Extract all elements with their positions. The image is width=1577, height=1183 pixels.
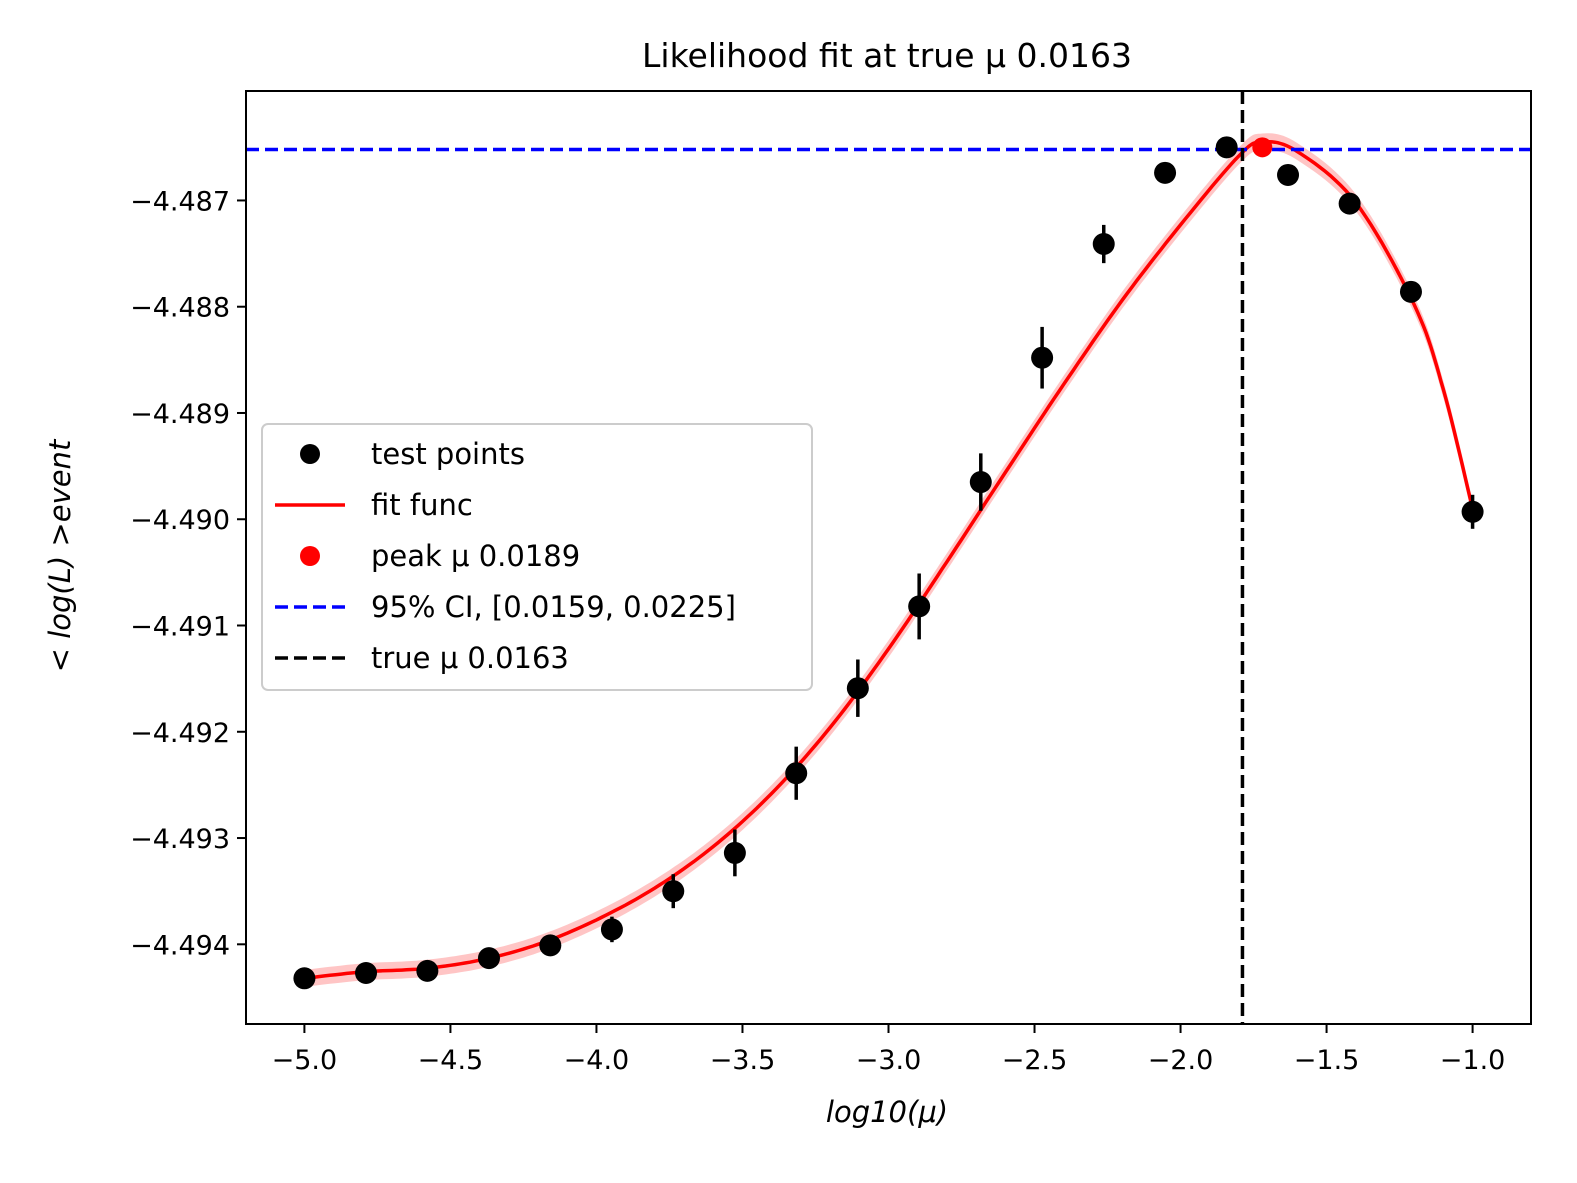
plot-contents <box>246 91 1531 1024</box>
y-tick-label: −4.494 <box>130 930 230 961</box>
test-point <box>1092 224 1115 264</box>
y-axis-label: < log(L) >event <box>43 438 77 672</box>
y-tick-label: −4.489 <box>130 399 230 430</box>
x-tick-label: −3.5 <box>710 1045 776 1076</box>
test-point <box>1031 326 1054 389</box>
y-tick-label: −4.492 <box>130 718 230 749</box>
x-axis-label: log10(μ) <box>826 1095 948 1129</box>
legend-label: true μ 0.0163 <box>371 641 569 675</box>
test-point <box>355 961 378 984</box>
test-point <box>293 967 316 990</box>
y-axis: −4.494 −4.493 −4.492 −4.491 −4.490 −4.489 −4.4… <box>130 186 246 961</box>
legend-entry: peak μ 0.0189 <box>300 539 580 573</box>
test-point-marker <box>293 967 316 990</box>
test-point <box>1215 136 1238 159</box>
test-point-marker <box>1461 500 1484 523</box>
x-tick-label: −1.0 <box>1440 1045 1506 1076</box>
x-tick-label: −5.0 <box>272 1045 338 1076</box>
legend-label: 95% CI, [0.0159, 0.0225] <box>371 590 736 624</box>
x-tick-label: −4.5 <box>418 1045 484 1076</box>
fit-func-line <box>304 140 1475 981</box>
y-tick-label: −4.490 <box>130 505 230 536</box>
test-point <box>723 829 746 877</box>
legend-label: fit func <box>371 488 473 522</box>
x-axis: −5.0 −4.5 −4.0 −3.5 −3.0 −2.5 −2.0 −1.5 −1.0 <box>272 1024 1506 1076</box>
y-tick-label: −4.488 <box>130 293 230 324</box>
test-point-marker <box>1277 163 1300 186</box>
test-point <box>785 746 808 800</box>
test-point-marker <box>969 471 992 494</box>
legend: test points fit func peak μ 0.0189 95% CI, … <box>261 423 813 691</box>
test-point <box>1277 163 1300 186</box>
test-point <box>969 453 992 511</box>
legend-label: test points <box>371 437 525 471</box>
x-tick-label: −2.0 <box>1148 1045 1214 1076</box>
test-point <box>1154 161 1177 184</box>
x-tick-label: −1.5 <box>1294 1045 1360 1076</box>
test-point-marker <box>1154 161 1177 184</box>
peak-marker <box>1252 137 1273 158</box>
legend-entry: test points <box>300 437 525 471</box>
test-point-marker <box>1031 346 1054 369</box>
test-point-marker <box>785 762 808 785</box>
test-point <box>846 659 869 717</box>
test-point <box>539 934 562 957</box>
test-point-marker <box>1338 192 1361 215</box>
test-point-marker <box>1215 136 1238 159</box>
test-point-marker <box>600 918 623 941</box>
plot-area <box>245 90 1532 1025</box>
x-tick-label: −4.0 <box>564 1045 630 1076</box>
y-tick-label: −4.487 <box>130 186 230 217</box>
test-point <box>1399 280 1422 303</box>
test-point-marker <box>355 961 378 984</box>
legend-entry: fit func <box>275 488 473 522</box>
test-point-marker <box>723 841 746 864</box>
test-point-marker <box>416 959 439 982</box>
test-point-marker <box>1092 233 1115 256</box>
test-point <box>662 874 685 909</box>
test-point-marker <box>662 880 685 903</box>
legend-entry: 95% CI, [0.0159, 0.0225] <box>275 590 736 624</box>
test-point <box>477 947 500 970</box>
y-tick-label: −4.493 <box>130 824 230 855</box>
test-point-marker <box>1399 280 1422 303</box>
legend-marker <box>300 444 320 464</box>
test-point-marker <box>908 595 931 618</box>
test-point <box>600 916 623 943</box>
test-point-marker <box>846 677 869 700</box>
legend-entry: true μ 0.0163 <box>275 641 569 675</box>
y-tick-label: −4.491 <box>130 612 230 643</box>
test-point <box>908 573 931 640</box>
test-point-marker <box>477 947 500 970</box>
x-tick-label: −3.0 <box>856 1045 922 1076</box>
legend-box <box>261 423 813 691</box>
x-tick-label: −2.5 <box>1002 1045 1068 1076</box>
test-point <box>1461 494 1484 529</box>
test-point <box>416 959 439 982</box>
legend-label: peak μ 0.0189 <box>371 539 580 573</box>
chart-title: Likelihood fit at true μ 0.0163 <box>642 36 1132 75</box>
legend-marker <box>300 546 320 566</box>
test-point <box>1338 192 1361 215</box>
test-point-marker <box>539 934 562 957</box>
